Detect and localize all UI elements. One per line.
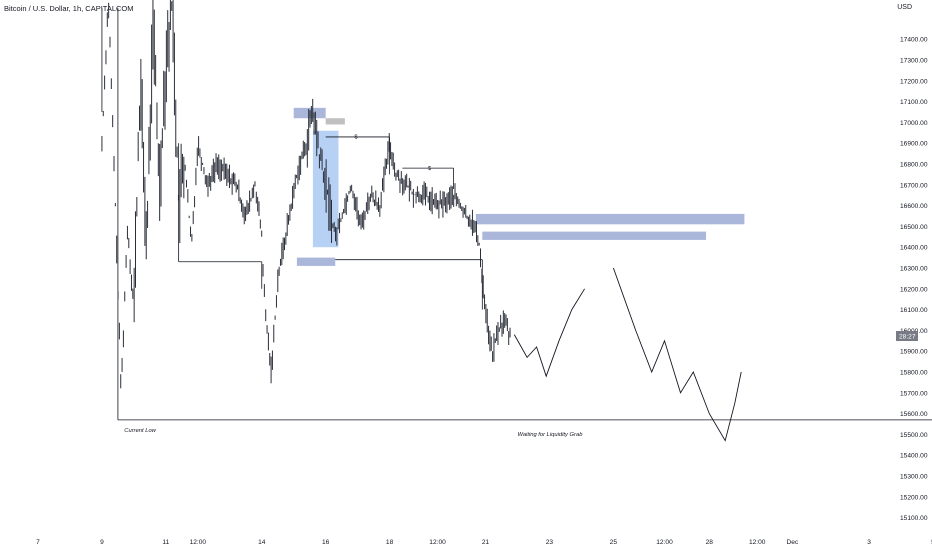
annotation-2: $ (354, 135, 357, 141)
y-tick-label: 15900.00 (900, 349, 928, 356)
y-tick-label: 15800.00 (900, 370, 928, 377)
x-tick-label: 28 (706, 539, 714, 546)
x-tick-label: 21 (482, 539, 490, 546)
annotation-1: Waiting for Liquidity Grab (517, 432, 583, 438)
y-tick-label: 16700.00 (900, 182, 928, 189)
y-tick-label: 17000.00 (900, 120, 928, 127)
countdown-bg (896, 331, 918, 341)
x-tick-label: 12:00 (429, 539, 446, 546)
y-tick-label: 17200.00 (900, 78, 928, 85)
x-tick-label: 7 (36, 539, 40, 546)
annotation-3: $ (428, 166, 431, 172)
x-tick-label: 18 (386, 539, 394, 546)
zone-3 (296, 257, 336, 266)
projection-segment-1 (612, 267, 742, 442)
y-tick-label: 16600.00 (900, 203, 928, 210)
y-tick-label: 15300.00 (900, 474, 928, 481)
projection-segment-0 (513, 288, 585, 378)
y-tick-label: 16900.00 (900, 141, 928, 148)
y-tick-label: 17300.00 (900, 58, 928, 65)
y-tick-label: 15400.00 (900, 453, 928, 460)
zone-1 (325, 118, 345, 125)
y-tick-label: 15700.00 (900, 390, 928, 397)
y-tick-label: 16300.00 (900, 266, 928, 273)
time-axis: 7 9 11 12:00 14 16 18 12:00 21 23 25 12:00 28 12:00 De… (36, 539, 932, 546)
y-tick-label: 15200.00 (900, 494, 928, 501)
x-tick-label: 12:00 (190, 539, 207, 546)
y-tick-label: 15100.00 (900, 515, 928, 522)
y-tick-label: 17100.00 (900, 99, 928, 106)
x-tick-label: 3 (867, 539, 871, 546)
x-tick-label: 23 (546, 539, 554, 546)
x-tick-label: 12:00 (656, 539, 673, 546)
countdown-badge: 28:27 (896, 331, 918, 341)
y-tick-label: 16500.00 (900, 224, 928, 231)
supply-demand-zones (293, 107, 745, 266)
price-candles (101, 0, 511, 389)
zone-4 (475, 213, 745, 225)
y-tick-label: 16200.00 (900, 286, 928, 293)
y-tick-label: 15600.00 (900, 411, 928, 418)
y-tick-label: 16400.00 (900, 245, 928, 252)
annotation-0: Current Low (124, 428, 156, 434)
x-tick-label: 11 (162, 539, 169, 546)
x-tick-label: Dec (786, 539, 798, 546)
x-tick-label: 25 (610, 539, 618, 546)
x-tick-label: 9 (100, 539, 104, 546)
x-tick-label: 14 (258, 539, 266, 546)
annotations: Current Low Waiting for Liquidity Grab $ $ (124, 135, 583, 438)
x-tick-label: 16 (322, 539, 330, 546)
currency-label: USD (897, 4, 912, 11)
level-lines (101, 8, 932, 421)
price-axis: 17400.00 17300.00 17200.00 17100.00 17000.00… (900, 37, 928, 522)
projection-path (513, 267, 742, 442)
x-tick-label: 12:00 (749, 539, 766, 546)
countdown-text: 28:27 (899, 334, 916, 341)
y-tick-label: 16100.00 (900, 307, 928, 314)
zone-5 (482, 231, 707, 240)
y-tick-label: 16800.00 (900, 162, 928, 169)
y-tick-label: 17400.00 (900, 37, 928, 44)
chart-title: Bitcoin / U.S. Dollar, 1h, CAPITALCOM (4, 4, 134, 13)
y-tick-label: 15500.00 (900, 432, 928, 439)
